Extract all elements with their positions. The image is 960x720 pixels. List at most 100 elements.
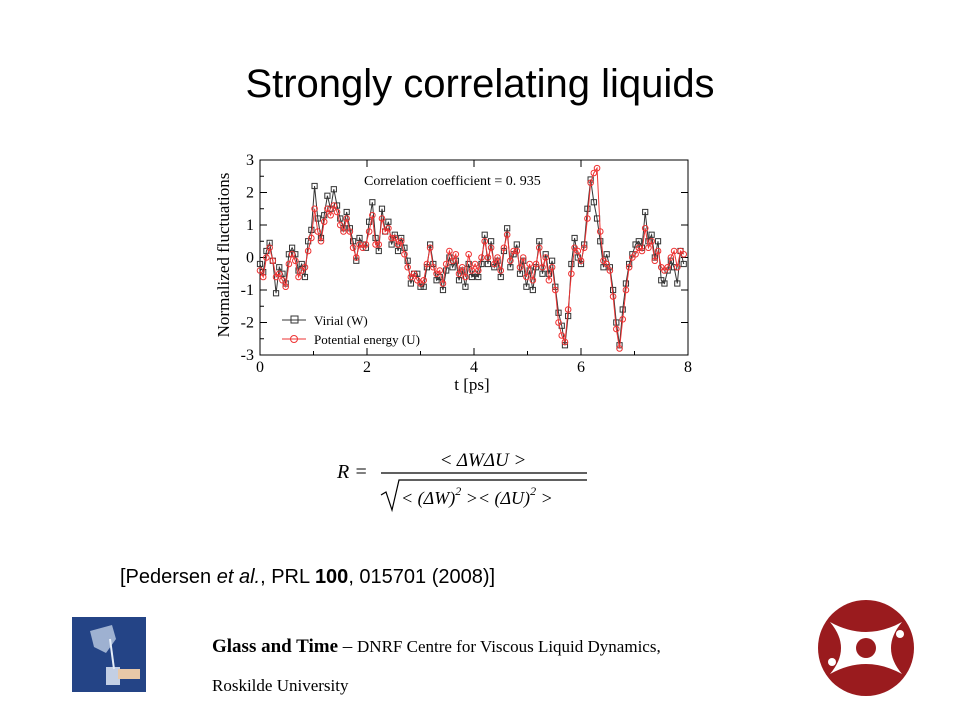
ruc-logo: [818, 600, 914, 696]
footer-line-1: Glass and Time – DNRF Centre for Viscous…: [212, 636, 661, 658]
virial-point-9: [285, 251, 292, 258]
potential-point-17: [311, 205, 318, 213]
x-tick-label-2: 4: [470, 359, 478, 376]
potential-point-96: [564, 306, 572, 313]
citation-after: , 015701 (2008)]: [348, 566, 496, 588]
virial-point-65: [465, 260, 472, 268]
virial-point-40: [385, 218, 392, 225]
virial-point-23: [330, 186, 337, 193]
virial-point-130: [674, 280, 681, 287]
potential-point-27: [343, 215, 350, 222]
series-line-1: [259, 166, 685, 349]
virial-point-3: [266, 239, 273, 246]
virial-point-41: [388, 241, 395, 248]
potential-point-56: [436, 267, 444, 274]
virial-point-125: [658, 277, 665, 284]
virial-point-69: [478, 260, 485, 268]
virial-point-98: [571, 234, 578, 242]
plot-area: 0 2 4 6 8 3 2 1 0 -1 -2 -3: [241, 152, 692, 376]
citation: [Pedersen et al., PRL 100, 015701 (2008)…: [120, 566, 495, 589]
potential-point-106: [596, 228, 604, 235]
potential-point-110: [609, 293, 617, 300]
virial-point-58: [443, 267, 450, 274]
potential-point-109: [606, 267, 614, 274]
potential-point-97: [568, 270, 575, 278]
potential-point-10: [288, 250, 296, 258]
virial-point-27: [343, 208, 350, 216]
virial-point-61: [452, 257, 459, 264]
virial-point-60: [449, 264, 456, 271]
virial-point-57: [439, 286, 447, 294]
footer-centre: DNRF Centre for Viscous Liquid Dynamics,: [357, 637, 661, 656]
potential-point-2: [263, 254, 270, 261]
potential-point-128: [667, 254, 675, 261]
potential-point-72: [487, 244, 495, 252]
virial-point-106: [597, 238, 604, 245]
virial-point-7: [279, 270, 286, 277]
virial-point-14: [301, 273, 309, 281]
virial-point-129: [670, 264, 678, 271]
virial-point-24: [333, 202, 341, 209]
potential-point-85: [529, 276, 537, 284]
potential-point-86: [532, 260, 540, 268]
citation-etal: et al.: [216, 566, 261, 588]
potential-point-25: [336, 221, 344, 229]
potential-point-70: [481, 237, 489, 245]
virial-point-45: [401, 244, 408, 251]
formula-denominator: < (ΔW)2 >< (ΔU)2 >: [401, 484, 553, 509]
potential-point-68: [474, 267, 482, 274]
potential-point-99: [574, 247, 582, 255]
footer-line-2: Roskilde University: [212, 676, 349, 695]
potential-point-46: [404, 263, 411, 271]
x-tick-label-4: 8: [684, 359, 692, 376]
y-tick-label-5: -2: [241, 315, 254, 332]
correlation-chart: 0 2 4 6 8 3 2 1 0 -1 -2 -3 Correlation coefficient …: [214, 152, 692, 394]
potential-point-19: [317, 237, 325, 245]
potential-point-23: [330, 202, 338, 209]
potential-point-6: [275, 270, 283, 278]
virial-point-80: [513, 241, 520, 248]
potential-point-120: [641, 224, 649, 232]
potential-point-124: [654, 247, 662, 255]
citation-mid: , PRL: [260, 566, 315, 588]
potential-point-67: [471, 260, 479, 268]
virial-point-38: [378, 205, 386, 212]
pouring-glass-photo: [72, 617, 146, 692]
potential-point-15: [304, 247, 312, 255]
potential-point-127: [664, 263, 671, 271]
potential-point-74: [494, 254, 501, 261]
formula-lhs: R =: [336, 461, 368, 483]
den-exp-1: 2: [455, 484, 461, 498]
y-axis-label: Normalized fluctuations: [214, 173, 233, 338]
potential-point-95: [561, 338, 569, 346]
potential-point-122: [648, 237, 655, 245]
potential-point-103: [587, 179, 594, 187]
footer-dash: –: [338, 636, 358, 657]
correlation-formula: R = < ΔWΔU > < (ΔW)2 >< (ΔU)2 >: [336, 450, 587, 513]
virial-point-71: [484, 260, 492, 268]
y-tick-label-6: -3: [241, 347, 254, 364]
potential-point-16: [308, 234, 315, 242]
virial-point-85: [529, 286, 536, 294]
y-tick-label-3: 0: [246, 250, 254, 267]
potential-point-100: [577, 257, 585, 265]
potential-point-60: [449, 257, 456, 265]
potential-point-91: [548, 263, 556, 271]
footer-brand: Glass and Time: [212, 636, 339, 657]
potential-point-113: [619, 315, 627, 323]
potential-point-22: [327, 211, 334, 219]
potential-point-24: [333, 208, 341, 216]
potential-point-1: [259, 273, 267, 281]
virial-point-11: [292, 251, 299, 258]
virial-point-126: [661, 280, 668, 287]
virial-point-34: [366, 218, 373, 225]
potential-point-84: [526, 260, 533, 268]
potential-point-41: [388, 234, 395, 242]
potential-point-45: [401, 250, 408, 258]
potential-point-115: [625, 263, 633, 271]
virial-point-20: [321, 212, 328, 219]
potential-point-79: [510, 247, 517, 255]
potential-point-35: [369, 211, 376, 219]
potential-point-88: [539, 263, 546, 271]
potential-point-3: [266, 244, 273, 252]
